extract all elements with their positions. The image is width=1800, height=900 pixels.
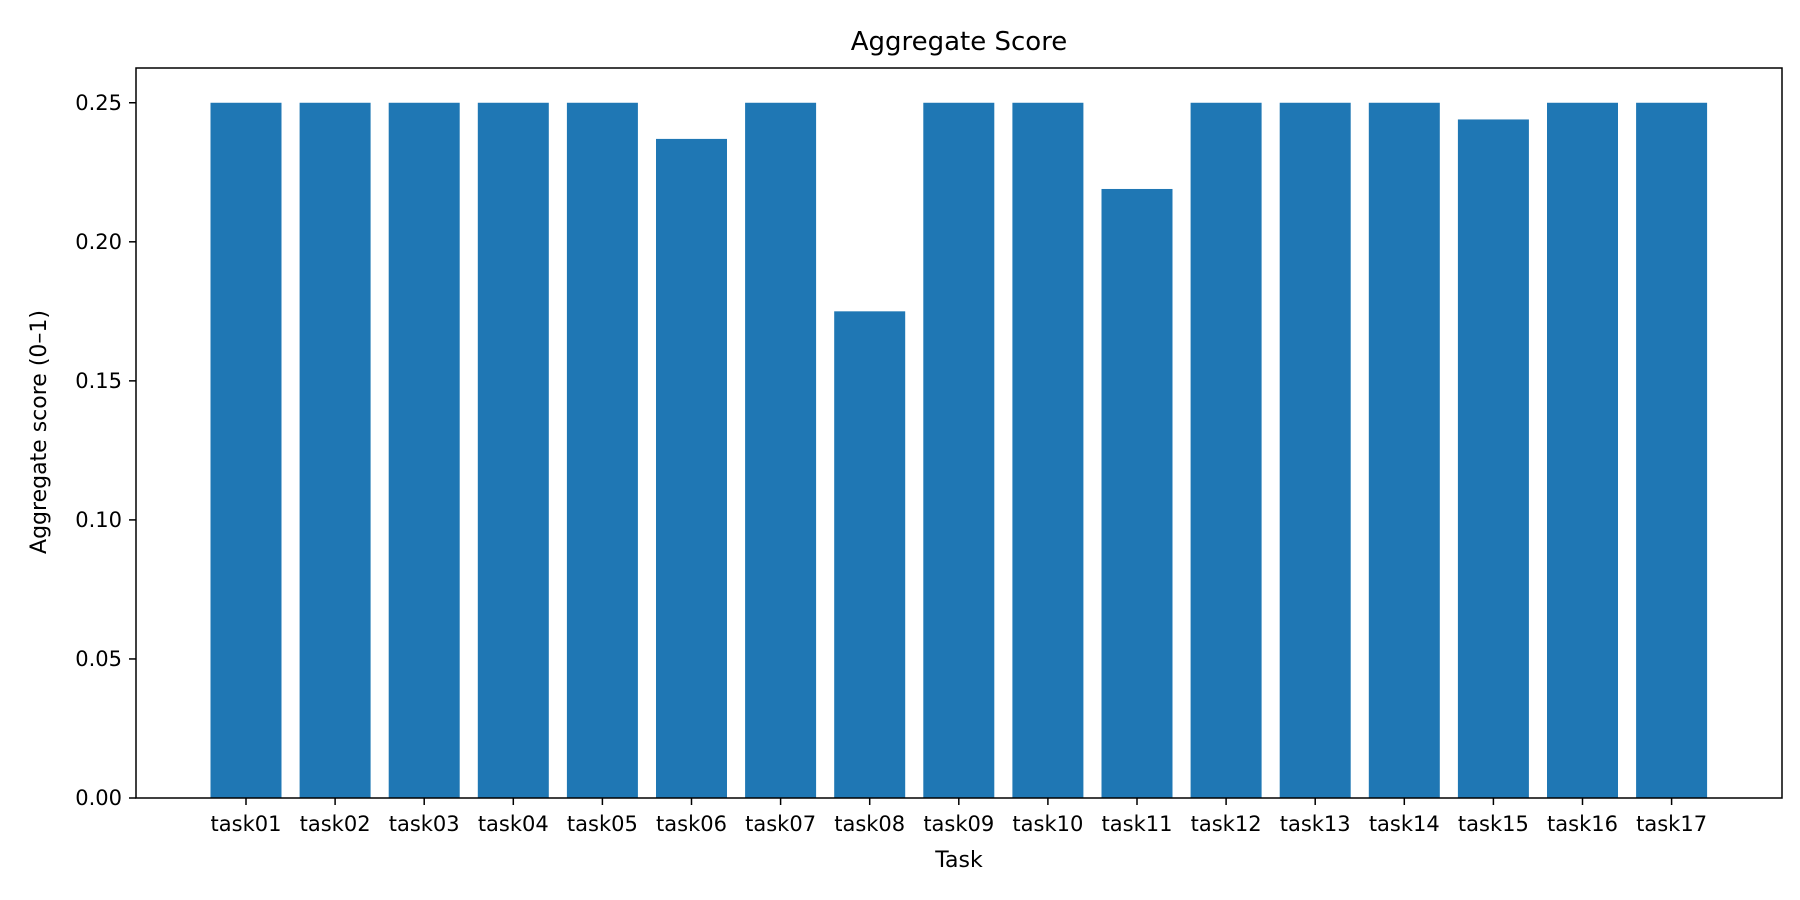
y-tick-label: 0.05 (75, 647, 122, 671)
x-tick-label: task10 (1012, 812, 1083, 836)
x-tick-label: task14 (1369, 812, 1440, 836)
x-tick-label: task01 (211, 812, 282, 836)
y-tick-label: 0.15 (75, 369, 122, 393)
x-tick-label: task08 (834, 812, 905, 836)
bar-task01 (210, 102, 282, 798)
x-tick-label: task07 (745, 812, 816, 836)
y-tick-label: 0.00 (75, 786, 122, 810)
bars-group (210, 102, 1708, 799)
x-tick-label: task12 (1191, 812, 1262, 836)
bar-task08 (834, 311, 906, 798)
x-tick-label: task13 (1280, 812, 1351, 836)
bar-task04 (477, 102, 549, 798)
x-tick-label: task17 (1636, 812, 1707, 836)
bar-task02 (299, 102, 371, 798)
bar-task11 (1101, 188, 1173, 799)
bar-task09 (923, 102, 995, 798)
bar-task10 (1012, 102, 1084, 798)
x-tick-label: task11 (1102, 812, 1173, 836)
y-axis-label: Aggregate score (0–1) (27, 310, 52, 554)
bar-task15 (1457, 119, 1529, 798)
x-tick-label: task02 (300, 812, 371, 836)
bar-task14 (1368, 102, 1440, 798)
bar-task13 (1279, 102, 1351, 798)
x-tick-label: task04 (478, 812, 549, 836)
x-tick-label: task15 (1458, 812, 1529, 836)
x-tick-label: task06 (656, 812, 727, 836)
x-tick-label: task16 (1547, 812, 1618, 836)
y-tick-label: 0.20 (75, 230, 122, 254)
plot-frame (135, 67, 1783, 799)
bar-task12 (1190, 102, 1262, 798)
y-tick-label: 0.25 (75, 91, 122, 115)
y-tick-label: 0.10 (75, 508, 122, 532)
bar-task03 (388, 102, 460, 798)
bar-task07 (745, 102, 817, 798)
x-axis-label: Task (934, 848, 983, 873)
x-tick-label: task03 (389, 812, 460, 836)
x-tick-label: task05 (567, 812, 638, 836)
bar-task17 (1636, 102, 1708, 798)
bar-task05 (566, 102, 638, 798)
x-tick-label: task09 (923, 812, 994, 836)
x-axis-ticks: task01 task02 task03 task04 task05 task06 task… (211, 798, 1707, 836)
y-axis-ticks: 0.00 0.05 0.10 0.15 0.20 0.25 (75, 91, 136, 810)
chart-title: Aggregate Score (851, 27, 1068, 57)
bar-task06 (656, 138, 727, 798)
bar-task16 (1547, 102, 1618, 798)
